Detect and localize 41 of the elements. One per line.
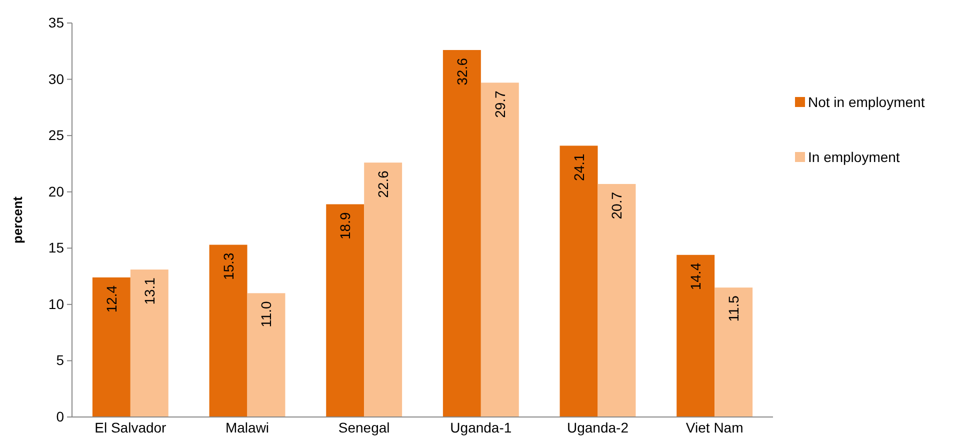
bar bbox=[560, 146, 598, 417]
data-label: 15.3 bbox=[220, 252, 236, 280]
bar bbox=[676, 254, 715, 417]
bar bbox=[598, 184, 636, 417]
data-label: 13.1 bbox=[141, 277, 158, 305]
y-tick-label: 5 bbox=[56, 352, 64, 368]
legend-label: Not in employment bbox=[808, 94, 925, 110]
bar bbox=[442, 50, 481, 417]
data-label: 22.6 bbox=[375, 170, 392, 198]
x-tick-label: Uganda-2 bbox=[567, 420, 629, 436]
data-label: 18.9 bbox=[337, 212, 354, 240]
x-tick-label: Malawi bbox=[225, 420, 270, 436]
bar bbox=[247, 293, 286, 417]
bar bbox=[326, 204, 364, 417]
y-tick-label: 15 bbox=[48, 240, 64, 256]
y-tick-label: 10 bbox=[48, 296, 64, 312]
y-tick-label: 20 bbox=[48, 183, 64, 200]
data-label: 12.4 bbox=[103, 285, 120, 313]
data-label: 11.0 bbox=[258, 300, 274, 328]
data-label: 32.6 bbox=[454, 58, 470, 86]
x-tick-label: Senegal bbox=[338, 420, 390, 436]
data-label: 11.5 bbox=[726, 295, 742, 322]
y-tick-label: 30 bbox=[48, 70, 64, 87]
x-tick-label: Viet Nam bbox=[686, 420, 744, 436]
data-label: 20.7 bbox=[608, 192, 625, 220]
y-tick-label: 0 bbox=[56, 408, 64, 424]
y-tick-label: 35 bbox=[48, 14, 64, 30]
bar bbox=[209, 244, 248, 417]
x-tick-label: Uganda-1 bbox=[450, 420, 512, 436]
y-axis-title: percent bbox=[10, 196, 25, 244]
data-label: 14.4 bbox=[688, 262, 704, 290]
bar bbox=[364, 162, 402, 417]
data-label: 24.1 bbox=[570, 153, 587, 181]
bar bbox=[92, 277, 130, 417]
y-tick-label: 25 bbox=[48, 127, 64, 144]
x-tick-label: El Salvador bbox=[94, 420, 167, 436]
bar bbox=[714, 288, 753, 417]
bar bbox=[480, 82, 519, 417]
data-label: 29.7 bbox=[492, 90, 508, 118]
legend-label: In employment bbox=[808, 149, 900, 165]
bar bbox=[130, 270, 168, 417]
